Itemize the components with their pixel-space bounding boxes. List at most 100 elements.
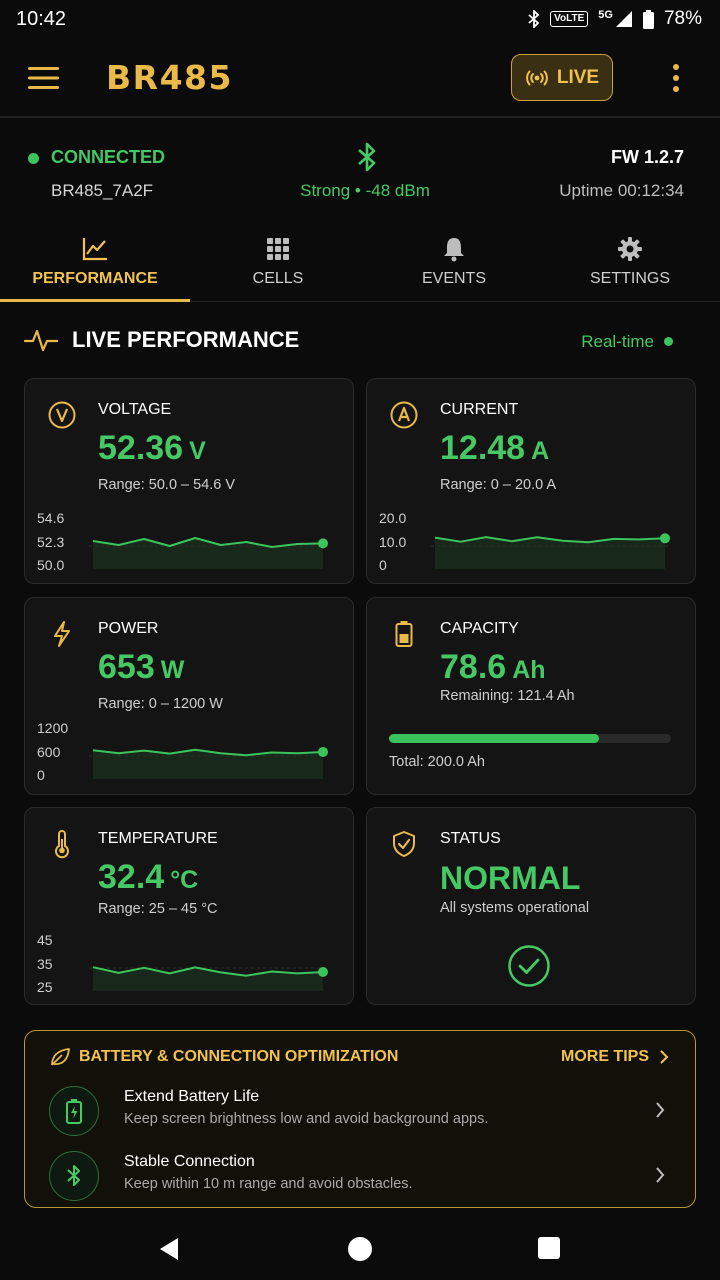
power-unit: W xyxy=(160,656,185,684)
sparkline-area xyxy=(93,749,323,779)
more-tips-link[interactable]: MORE TIPS xyxy=(560,1048,649,1065)
temperature-sparkline xyxy=(89,966,329,991)
chevron-right-icon xyxy=(656,1102,665,1118)
gear-icon xyxy=(618,237,642,261)
card-title: VOLTAGE xyxy=(98,401,172,418)
current-unit: A xyxy=(531,437,550,465)
temperature-card[interactable]: TEMPERATURE 32.4 °C Range: 25 – 45 °C 45 … xyxy=(24,807,354,1005)
y-tick: 20.0 xyxy=(379,510,407,526)
sparkline-line xyxy=(92,537,324,548)
tab-settings[interactable]: SETTINGS xyxy=(542,222,718,302)
tab-cells[interactable]: CELLS xyxy=(190,222,366,302)
power-range: Range: 0 – 1200 W xyxy=(98,696,223,712)
optimization-tips-panel: BATTERY & CONNECTION OPTIMIZATION MORE T… xyxy=(24,1030,696,1208)
voltage-value: 52.36 V xyxy=(98,429,206,467)
system-status-bar: 10:42 VoLTE 5G 78% xyxy=(0,0,720,40)
signal-strength: Strong • -48 dBm xyxy=(300,181,430,200)
temperature-value: 32.4 °C xyxy=(98,858,199,896)
tip-description: Keep screen brightness low and avoid bac… xyxy=(124,1111,489,1127)
current-sparkline xyxy=(431,533,671,569)
tab-label: PERFORMANCE xyxy=(32,270,158,287)
current-card[interactable]: CURRENT 12.48 A Range: 0 – 20.0 A 20.0 10… xyxy=(366,378,696,584)
voltage-card[interactable]: VOLTAGE 52.36 V Range: 50.0 – 54.6 V 54.6… xyxy=(24,378,354,584)
temperature-range: Range: 25 – 45 °C xyxy=(98,901,218,917)
firmware-version: FW 1.2.7 xyxy=(610,147,684,167)
network-type: 5G xyxy=(598,9,613,21)
nav-home-icon[interactable] xyxy=(348,1237,372,1261)
nav-back-icon[interactable] xyxy=(156,1236,182,1262)
check-circle-icon xyxy=(508,945,550,987)
sparkline-line xyxy=(92,748,324,757)
capacity-progress-fill xyxy=(389,734,599,743)
leaf-icon xyxy=(51,1048,70,1066)
capacity-progress-track xyxy=(389,734,671,743)
tab-label: CELLS xyxy=(252,270,304,287)
capacity-value: 78.6 Ah xyxy=(440,648,546,686)
status-card[interactable]: STATUS NORMAL All systems operational xyxy=(366,807,696,1005)
device-name: BR485_7A2F xyxy=(51,181,154,200)
system-nav-bar xyxy=(0,1222,720,1280)
sparkline-latest-point xyxy=(318,538,328,549)
card-title: STATUS xyxy=(440,830,501,847)
power-card[interactable]: POWER 653 W Range: 0 – 1200 W 1200 600 0 xyxy=(24,597,354,795)
bolt-icon xyxy=(54,621,70,647)
uptime: Uptime 00:12:34 xyxy=(559,181,684,200)
voltage-icon xyxy=(48,401,76,429)
status-value: NORMAL xyxy=(440,860,581,896)
tab-performance[interactable]: PERFORMANCE xyxy=(0,222,190,302)
bluetooth-icon xyxy=(528,10,540,28)
connection-summary: CONNECTED BR485_7A2F Strong • -48 dBm FW… xyxy=(0,120,720,220)
capacity-total: Total: 200.0 Ah xyxy=(389,754,485,770)
menu-icon[interactable] xyxy=(28,66,60,90)
tip-title: Stable Connection xyxy=(124,1153,255,1170)
voltage-unit: V xyxy=(189,437,206,465)
signal-icon xyxy=(615,11,632,27)
battery-percent: 78% xyxy=(663,8,702,29)
sparkline-latest-point xyxy=(318,746,328,757)
live-button[interactable]: LIVE xyxy=(511,54,613,101)
power-sparkline xyxy=(89,746,329,779)
more-vert-icon[interactable] xyxy=(666,62,686,94)
y-tick: 50.0 xyxy=(37,557,65,573)
tab-label: SETTINGS xyxy=(589,270,670,287)
tip-stable-connection[interactable]: Stable Connection Keep within 10 m range… xyxy=(25,1144,697,1206)
y-tick: 35 xyxy=(37,956,53,972)
y-tick: 10.0 xyxy=(379,534,407,550)
volte-icon: VoLTE xyxy=(550,11,589,27)
sparkline-latest-point xyxy=(660,533,670,544)
live-label: LIVE xyxy=(556,66,600,88)
card-title: CAPACITY xyxy=(440,620,519,637)
section-title: LIVE PERFORMANCE xyxy=(72,327,300,352)
y-tick: 0 xyxy=(37,767,45,783)
y-tick: 25 xyxy=(37,979,53,995)
realtime-label: Real-time xyxy=(581,332,654,351)
tip-extend-battery[interactable]: Extend Battery Life Keep screen brightne… xyxy=(25,1079,697,1141)
nav-recents-icon[interactable] xyxy=(538,1237,560,1259)
voltage-range: Range: 50.0 – 54.6 V xyxy=(98,477,236,493)
chevron-right-icon xyxy=(656,1167,665,1183)
app-title: BR485 xyxy=(106,58,233,97)
sparkline-line xyxy=(92,966,324,977)
chevron-right-icon[interactable] xyxy=(659,1049,669,1065)
capacity-card[interactable]: CAPACITY 78.6 Ah Remaining: 121.4 Ah Tota… xyxy=(366,597,696,795)
broadcast-icon xyxy=(525,70,548,85)
realtime-dot xyxy=(664,337,673,346)
status-description: All systems operational xyxy=(440,900,590,916)
bluetooth-icon xyxy=(358,142,376,172)
section-header: LIVE PERFORMANCE Real-time xyxy=(0,320,720,364)
sparkline-latest-point xyxy=(318,966,328,977)
tab-events[interactable]: EVENTS xyxy=(366,222,542,302)
tab-bar: PERFORMANCE CELLS EVENTS xyxy=(0,222,720,302)
chart-icon xyxy=(82,238,107,261)
y-tick: 1200 xyxy=(37,720,69,736)
card-title: TEMPERATURE xyxy=(98,830,218,847)
pulse-icon xyxy=(24,329,58,352)
voltage-sparkline xyxy=(89,537,329,569)
status-time: 10:42 xyxy=(16,8,67,30)
tips-title: BATTERY & CONNECTION OPTIMIZATION xyxy=(79,1048,399,1065)
power-value: 653 W xyxy=(98,648,185,686)
battery-icon xyxy=(642,9,654,29)
tab-label: EVENTS xyxy=(421,270,486,287)
capacity-remaining: Remaining: 121.4 Ah xyxy=(440,688,575,704)
y-tick: 0 xyxy=(379,557,387,573)
